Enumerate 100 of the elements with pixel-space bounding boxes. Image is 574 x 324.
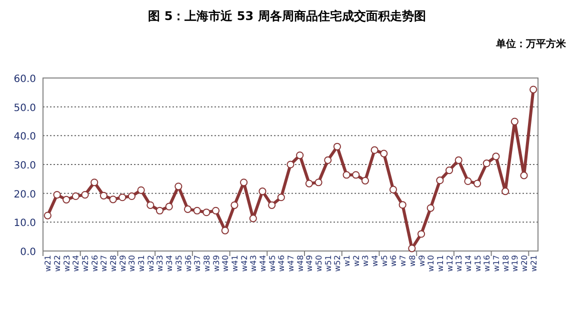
point	[44, 212, 52, 220]
x-tick-label: w17	[492, 255, 501, 272]
point	[240, 178, 248, 186]
x-tick-label: w6	[389, 255, 398, 267]
point	[473, 180, 482, 188]
chart-title: 图 5：上海市近 53 周各周商品住宅成交面积走势图	[148, 9, 426, 23]
y-tick-label: 0.0	[20, 247, 36, 258]
point	[502, 188, 510, 196]
point	[342, 171, 350, 179]
x-tick-label: w5	[380, 255, 389, 267]
x-tick-label: w3	[361, 255, 370, 267]
point	[436, 176, 444, 184]
point	[445, 166, 454, 174]
x-tick-label: w13	[454, 255, 464, 272]
x-tick-label: w23	[62, 255, 72, 272]
point	[249, 214, 257, 222]
x-tick-label: w40	[221, 255, 230, 272]
point	[417, 230, 426, 238]
point	[81, 190, 89, 199]
x-tick-label: w39	[212, 255, 221, 272]
y-tick-label: 10.0	[14, 218, 36, 230]
point	[156, 206, 164, 214]
point	[464, 177, 472, 186]
point	[333, 142, 341, 150]
x-tick-label: w11	[436, 255, 445, 272]
point	[165, 202, 173, 210]
x-tick-label: w50	[314, 255, 324, 272]
point	[352, 171, 360, 179]
x-tick-label: w43	[249, 255, 258, 272]
point	[174, 182, 182, 190]
x-tick-label: w24	[72, 255, 81, 272]
x-tick-label: w37	[193, 255, 202, 272]
x-tick-label: w47	[286, 255, 296, 272]
point	[389, 186, 398, 194]
point	[128, 192, 136, 200]
point	[426, 204, 434, 212]
point	[230, 201, 238, 209]
point	[202, 208, 210, 216]
y-tick-label: 30.0	[14, 160, 36, 172]
x-tick-label: w2	[352, 255, 361, 267]
x-tick-label: w31	[137, 255, 146, 272]
x-tick-label: w1	[342, 255, 352, 267]
point	[100, 192, 108, 200]
x-tick-label: w41	[230, 255, 240, 272]
x-tick-label: w30	[128, 255, 137, 272]
point	[398, 201, 406, 209]
point	[408, 244, 416, 252]
x-tick-label: w26	[90, 255, 100, 272]
point	[492, 152, 500, 160]
point	[530, 86, 538, 94]
x-tick-label: w46	[277, 255, 286, 272]
x-tick-label: w29	[118, 255, 128, 272]
x-tick-label: w49	[305, 255, 314, 272]
x-tick-label: w15	[473, 255, 482, 272]
x-tick-label: w12	[445, 255, 454, 272]
point	[520, 172, 528, 180]
point	[277, 194, 285, 202]
x-tick-label: w9	[417, 255, 426, 267]
point	[482, 160, 490, 168]
x-tick-label: w7	[398, 255, 408, 267]
y-tick-label: 50.0	[14, 102, 36, 114]
point	[109, 196, 117, 204]
x-tick-label: w19	[510, 255, 520, 272]
point	[296, 151, 304, 160]
point	[258, 188, 266, 196]
point	[314, 178, 322, 186]
x-tick-label: w42	[240, 255, 249, 272]
point	[146, 201, 154, 209]
point	[454, 156, 462, 164]
point	[137, 186, 145, 194]
point	[53, 190, 61, 199]
point	[221, 226, 229, 234]
x-tick-label: w52	[333, 255, 342, 272]
x-tick-label: w34	[165, 255, 174, 272]
point	[380, 150, 388, 158]
point	[212, 206, 220, 214]
point	[118, 194, 126, 202]
x-tick-label: w44	[258, 255, 268, 272]
point	[193, 206, 201, 214]
x-tick-label: w45	[268, 255, 277, 272]
x-tick-label: w21	[529, 255, 538, 272]
x-tick-label: w20	[520, 255, 529, 272]
x-tick-label: w4	[370, 255, 380, 267]
point	[361, 176, 370, 184]
chart-subtitle: 单位：万平方米	[495, 38, 567, 50]
x-tick-label: w38	[202, 255, 212, 272]
x-tick-label: w51	[324, 255, 333, 272]
x-tick-label: w14	[464, 255, 473, 272]
x-tick-label: w36	[184, 255, 193, 272]
point	[324, 156, 332, 164]
x-tick-label: w8	[408, 255, 417, 267]
y-tick-label: 20.0	[14, 189, 36, 200]
point	[62, 196, 70, 204]
point	[184, 205, 192, 213]
x-tick-label: w28	[109, 255, 118, 272]
point	[370, 146, 378, 154]
x-tick-label: w21	[44, 255, 53, 272]
x-tick-label: w27	[100, 255, 109, 272]
point	[90, 178, 98, 186]
y-tick-label: 40.0	[14, 132, 36, 143]
